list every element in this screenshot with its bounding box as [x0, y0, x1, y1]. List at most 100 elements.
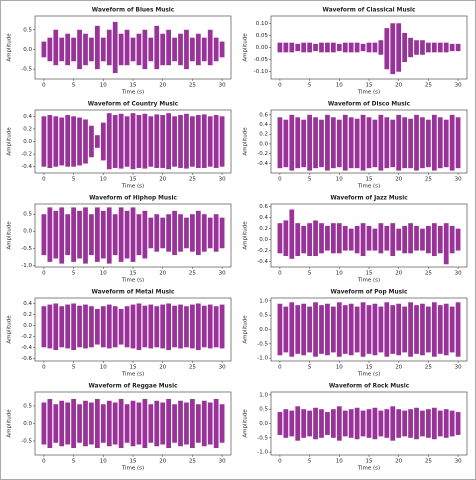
waveform-segment — [360, 302, 366, 357]
x-tick-label: 25 — [189, 177, 196, 183]
waveform-segment — [277, 42, 283, 53]
waveform-segment — [354, 118, 360, 169]
y-tick-label: -0.10 — [254, 69, 269, 75]
y-tick-label: -0.05 — [254, 57, 269, 63]
waveform-segment — [360, 114, 366, 171]
waveform-segment — [420, 40, 425, 55]
waveform-segment — [289, 209, 295, 259]
waveform-segment — [402, 410, 408, 437]
waveform-segment — [449, 43, 455, 52]
waveform-segment — [348, 117, 354, 169]
waveform-segment — [443, 303, 449, 356]
waveform-segment — [384, 409, 390, 438]
x-tick-label: 15 — [366, 365, 373, 371]
waveform-segment — [59, 207, 65, 264]
waveform-segment — [65, 304, 71, 349]
waveform-segment — [124, 29, 130, 66]
waveform-segment — [71, 207, 76, 262]
waveform-segment — [142, 305, 148, 348]
x-axis-label: Time (s) — [357, 466, 380, 472]
waveform-segment — [94, 308, 100, 345]
x-tick-label: 25 — [189, 459, 196, 465]
y-tick-label: 0.2 — [23, 126, 32, 132]
waveform-segment — [366, 225, 372, 251]
waveform-segment — [201, 305, 207, 348]
waveform-segment — [166, 399, 172, 448]
waveform-segment — [443, 42, 449, 53]
plot-frame — [270, 203, 468, 268]
waveform-segment — [142, 210, 148, 259]
waveform-segment — [325, 42, 330, 53]
waveform-segment — [118, 33, 124, 66]
waveform-segment — [378, 410, 384, 437]
waveform-segment — [112, 306, 118, 348]
waveform-segment — [313, 302, 318, 357]
x-tick-label: 5 — [72, 459, 76, 465]
y-tick-label: -0.4 — [257, 259, 268, 265]
waveform-segment — [384, 28, 390, 70]
x-tick-label: 20 — [159, 177, 166, 183]
waveform-segment — [390, 223, 396, 257]
waveform-segment — [219, 116, 225, 167]
waveform-segment — [289, 42, 295, 53]
waveform-segment — [100, 210, 106, 259]
y-tick-label: -0.6 — [21, 356, 32, 362]
y-axis-label: Amplitude — [7, 221, 13, 250]
waveform-segment — [437, 42, 443, 53]
y-axis-label: Amplitude — [243, 33, 249, 62]
waveform-segment — [100, 122, 106, 161]
waveform-segment — [414, 114, 419, 171]
waveform-segment — [437, 410, 443, 437]
x-tick-label: 5 — [308, 365, 312, 371]
waveform-segment — [213, 214, 219, 252]
chart-title: Waveform of Rock Music — [329, 384, 410, 390]
waveform-segment — [77, 404, 82, 443]
waveform-segment — [449, 306, 455, 353]
waveform-segment — [372, 407, 378, 440]
waveform-segment — [336, 43, 342, 52]
y-tick-label: -0.4 — [21, 164, 32, 170]
x-tick-label: 25 — [425, 83, 432, 89]
plot-frame — [270, 15, 468, 80]
waveform-segment — [195, 210, 201, 256]
waveform-segment — [77, 305, 82, 348]
waveform-segment — [420, 410, 425, 437]
waveform-segment — [360, 223, 366, 257]
waveform-segment — [408, 302, 413, 357]
waveform-segment — [289, 410, 295, 437]
y-tick-label: 0.6 — [259, 112, 268, 118]
waveform-segment — [65, 402, 71, 445]
y-axis-label: Amplitude — [7, 409, 13, 438]
waveform-segment — [372, 42, 378, 53]
y-tick-label: -1.0 — [21, 263, 32, 269]
waveform-segment — [53, 210, 59, 259]
waveform-segment — [390, 23, 396, 75]
waveform-segment — [455, 302, 461, 357]
chart-title: Waveform of Blues Music — [92, 8, 175, 14]
x-axis-label: Time (s) — [357, 278, 380, 284]
x-tick-label: 25 — [425, 365, 432, 371]
y-tick-label: 1.0 — [259, 298, 268, 304]
y-tick-label: -0.4 — [257, 161, 268, 167]
waveform-segment — [354, 407, 360, 440]
waveform-segment — [207, 304, 213, 349]
waveform-segment — [277, 303, 283, 356]
waveform-segment — [449, 225, 455, 254]
x-axis-label: Time (s) — [357, 372, 380, 378]
y-tick-label: 0.0 — [259, 141, 268, 147]
waveform-segment — [130, 207, 136, 262]
waveform-segment — [47, 399, 53, 448]
waveform-segment — [53, 116, 59, 167]
waveform-segment — [354, 225, 360, 254]
waveform-segment — [330, 42, 336, 53]
y-tick-label: -0.4 — [21, 345, 32, 351]
waveform-segment — [112, 402, 118, 445]
waveform-segment — [89, 306, 94, 348]
y-tick-label: 0.2 — [23, 312, 32, 318]
y-tick-label: -0.2 — [21, 152, 32, 158]
x-tick-label: 30 — [219, 365, 226, 371]
x-tick-label: 5 — [72, 83, 76, 89]
x-tick-label: 25 — [425, 459, 432, 465]
waveform-segment — [348, 42, 354, 53]
